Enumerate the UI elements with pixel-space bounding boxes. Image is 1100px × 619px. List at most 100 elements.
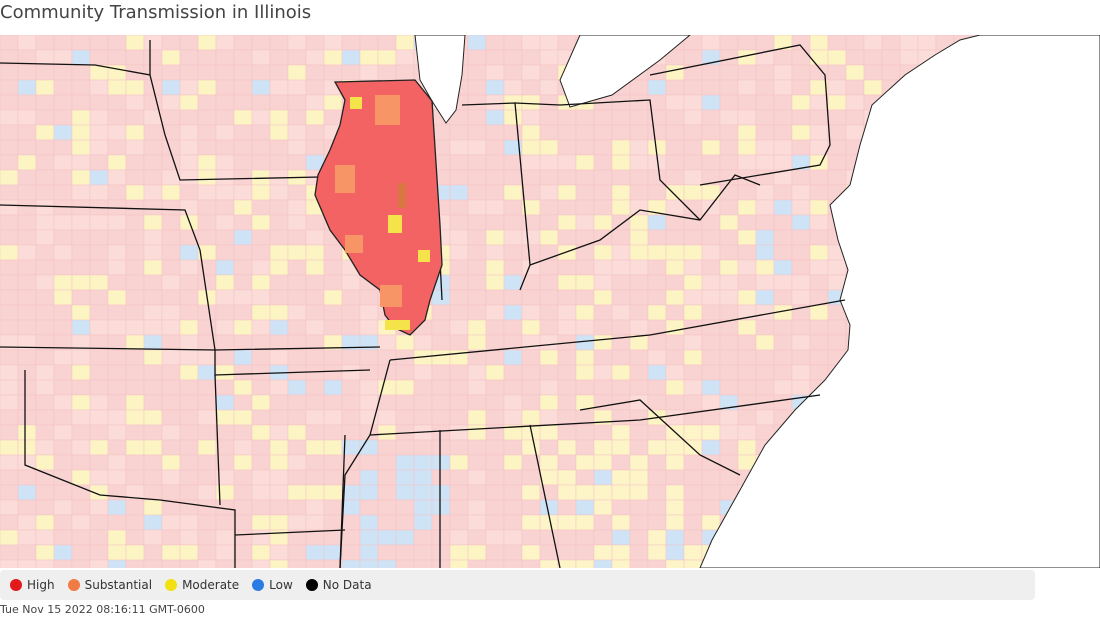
county bbox=[179, 454, 199, 471]
county bbox=[161, 244, 181, 261]
county bbox=[521, 319, 541, 336]
county bbox=[737, 274, 757, 291]
county bbox=[557, 124, 577, 141]
county bbox=[863, 49, 883, 66]
county bbox=[503, 64, 523, 81]
county bbox=[791, 259, 811, 276]
county bbox=[323, 484, 343, 501]
county bbox=[233, 229, 253, 246]
legend-item[interactable]: Substantial bbox=[67, 578, 152, 592]
county bbox=[809, 364, 829, 381]
lake-michigan bbox=[414, 35, 466, 124]
county bbox=[773, 259, 793, 276]
county bbox=[269, 424, 289, 441]
legend-item[interactable]: No Data bbox=[305, 578, 372, 592]
county bbox=[107, 499, 127, 516]
county bbox=[35, 514, 55, 531]
county bbox=[359, 379, 379, 396]
county bbox=[17, 424, 37, 441]
county bbox=[179, 259, 199, 276]
county bbox=[305, 109, 325, 126]
county bbox=[233, 214, 253, 231]
county bbox=[521, 334, 541, 351]
county bbox=[539, 49, 559, 66]
county bbox=[701, 319, 721, 336]
county bbox=[35, 64, 55, 81]
county bbox=[719, 35, 739, 51]
county bbox=[719, 409, 739, 426]
county bbox=[377, 64, 397, 81]
county bbox=[503, 304, 523, 321]
county bbox=[647, 214, 667, 231]
county bbox=[17, 529, 37, 546]
county bbox=[143, 35, 163, 51]
county bbox=[827, 35, 847, 51]
county bbox=[413, 514, 433, 531]
county bbox=[539, 154, 559, 171]
county bbox=[611, 109, 631, 126]
county bbox=[503, 274, 523, 291]
county bbox=[345, 235, 363, 253]
county bbox=[17, 79, 37, 96]
county bbox=[215, 49, 235, 66]
county bbox=[539, 109, 559, 126]
county bbox=[503, 169, 523, 186]
county bbox=[593, 154, 613, 171]
county bbox=[251, 409, 271, 426]
county bbox=[89, 259, 109, 276]
county bbox=[107, 394, 127, 411]
legend-item[interactable]: High bbox=[10, 578, 55, 592]
county bbox=[71, 439, 91, 456]
county bbox=[485, 244, 505, 261]
county bbox=[125, 514, 145, 531]
county bbox=[305, 139, 325, 156]
county bbox=[305, 244, 325, 261]
county bbox=[521, 139, 541, 156]
county bbox=[593, 214, 613, 231]
county bbox=[251, 544, 271, 561]
county bbox=[827, 79, 847, 96]
county bbox=[269, 499, 289, 516]
border bbox=[389, 299, 846, 361]
county bbox=[89, 514, 109, 531]
county bbox=[647, 304, 667, 321]
county bbox=[503, 484, 523, 501]
county bbox=[503, 514, 523, 531]
county bbox=[467, 319, 487, 336]
legend-item[interactable]: Moderate bbox=[165, 578, 239, 592]
county bbox=[269, 64, 289, 81]
county bbox=[593, 304, 613, 321]
county bbox=[179, 424, 199, 441]
county bbox=[17, 559, 37, 568]
border bbox=[514, 99, 701, 221]
county bbox=[701, 124, 721, 141]
county bbox=[251, 424, 271, 441]
county bbox=[557, 499, 577, 516]
county bbox=[719, 289, 739, 306]
county bbox=[665, 64, 685, 81]
county bbox=[53, 229, 73, 246]
county bbox=[773, 334, 793, 351]
county bbox=[341, 499, 361, 516]
county bbox=[341, 274, 361, 291]
county bbox=[287, 499, 307, 516]
county bbox=[251, 229, 271, 246]
legend-item[interactable]: Low bbox=[252, 578, 293, 592]
county bbox=[107, 439, 127, 456]
county bbox=[53, 79, 73, 96]
county bbox=[251, 259, 271, 276]
county bbox=[359, 64, 379, 81]
county bbox=[143, 379, 163, 396]
county bbox=[17, 439, 37, 456]
county bbox=[845, 109, 865, 126]
county bbox=[71, 514, 91, 531]
legend-swatch bbox=[67, 579, 80, 591]
county bbox=[773, 364, 793, 381]
county bbox=[683, 259, 703, 276]
county bbox=[755, 259, 775, 276]
county bbox=[701, 499, 721, 516]
county bbox=[863, 79, 883, 96]
county bbox=[233, 559, 253, 568]
county bbox=[89, 319, 109, 336]
county bbox=[341, 529, 361, 546]
